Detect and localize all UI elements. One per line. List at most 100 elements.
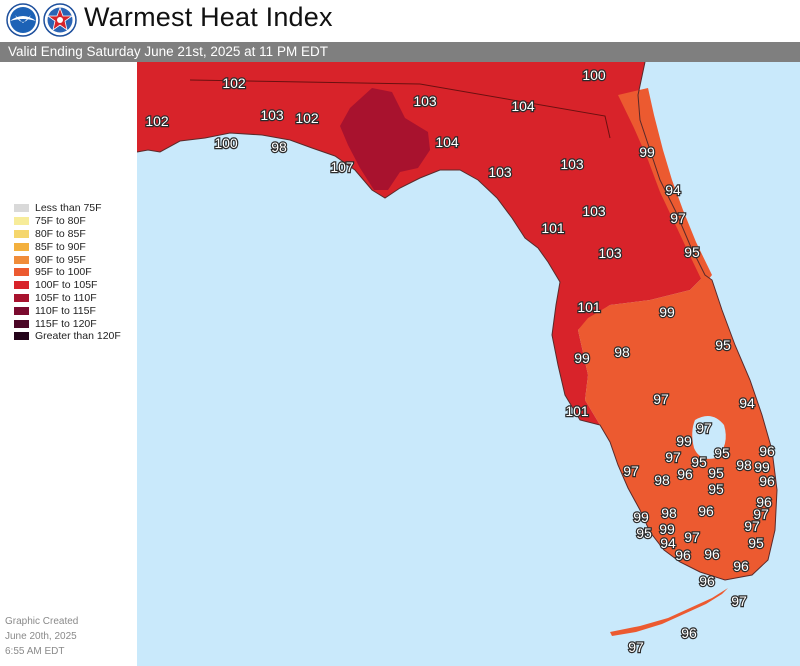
legend-swatch xyxy=(14,217,29,226)
legend-sidebar: Less than 75F 75F to 80F 80F to 85F 85F to … xyxy=(0,62,137,666)
legend-label: 100F to 105F xyxy=(35,279,98,292)
heat-index-value: 94 xyxy=(660,535,676,551)
heat-index-value: 99 xyxy=(574,350,590,366)
legend-swatch xyxy=(14,242,29,251)
heat-index-value: 96 xyxy=(698,503,714,519)
heat-index-value: 102 xyxy=(222,75,246,91)
heat-index-value: 96 xyxy=(733,558,749,574)
legend-swatch xyxy=(14,255,29,264)
heat-index-value: 97 xyxy=(696,420,712,436)
heat-index-value: 95 xyxy=(708,481,724,497)
heat-index-value: 97 xyxy=(665,449,681,465)
heat-index-value: 98 xyxy=(654,472,670,488)
heat-index-value: 98 xyxy=(661,505,677,521)
heat-index-value: 102 xyxy=(295,110,319,126)
heat-index-value: 98 xyxy=(614,344,630,360)
heat-index-value: 103 xyxy=(598,245,622,261)
nws-logo xyxy=(43,3,77,37)
legend-item: 100F to 105F xyxy=(14,279,121,292)
heat-index-value: 103 xyxy=(582,203,606,219)
state-border xyxy=(189,79,611,139)
coastline xyxy=(137,62,778,581)
heat-index-value: 107 xyxy=(330,159,354,175)
legend-swatch xyxy=(14,281,29,290)
heat-index-value: 95 xyxy=(748,535,764,551)
legend-item: 80F to 85F xyxy=(14,228,121,241)
heat-index-map: 100 102 103 104 102 103 102 100 98 104 107 103 103 99… xyxy=(137,62,800,666)
created-line-2: June 20th, 2025 xyxy=(5,631,77,642)
legend-label: 115F to 120F xyxy=(35,317,97,330)
legend-swatch xyxy=(14,268,29,277)
heat-index-value: 99 xyxy=(633,509,649,525)
heat-index-value: 95 xyxy=(715,337,731,353)
legend-swatch xyxy=(14,293,29,302)
region-95-100 xyxy=(578,275,777,580)
created-info: Graphic Created June 20th, 2025 6:55 AM … xyxy=(5,614,78,659)
heat-index-value: 101 xyxy=(577,299,601,315)
heat-index-value: 97 xyxy=(731,593,747,609)
heat-index-value: 97 xyxy=(653,391,669,407)
heat-index-value: 96 xyxy=(756,494,772,510)
heat-index-value: 96 xyxy=(675,547,691,563)
heat-index-value: 98 xyxy=(271,139,287,155)
legend-item: 75F to 80F xyxy=(14,215,121,228)
created-line-1: Graphic Created xyxy=(5,616,79,627)
legend-label: 80F to 85F xyxy=(35,227,86,240)
legend-swatch xyxy=(14,319,29,328)
legend-item: 115F to 120F xyxy=(14,317,121,330)
legend-item: 110F to 115F xyxy=(14,304,121,317)
heat-index-value: 95 xyxy=(714,445,730,461)
region-100-105 xyxy=(137,62,705,425)
legend-label: 75F to 80F xyxy=(35,215,86,228)
heat-index-value: 95 xyxy=(691,454,707,470)
heat-index-value: 95 xyxy=(636,525,652,541)
legend-item: 105F to 110F xyxy=(14,292,121,305)
heat-index-value: 97 xyxy=(623,463,639,479)
florida-keys xyxy=(610,588,728,636)
legend-label: 95F to 100F xyxy=(35,266,92,279)
legend-swatch xyxy=(14,204,29,213)
heat-index-value: 97 xyxy=(628,639,644,655)
legend-item: 90F to 95F xyxy=(14,253,121,266)
legend-label: 85F to 90F xyxy=(35,240,86,253)
heat-index-value: 99 xyxy=(639,144,655,160)
created-line-3: 6:55 AM EDT xyxy=(5,646,65,657)
page-title: Warmest Heat Index xyxy=(84,2,333,32)
legend-item: Greater than 120F xyxy=(14,330,121,343)
heat-index-value: 97 xyxy=(744,518,760,534)
heat-index-value: 101 xyxy=(541,220,565,236)
heat-index-value: 104 xyxy=(435,134,459,150)
heat-index-value: 98 xyxy=(736,457,752,473)
legend-swatch xyxy=(14,332,29,341)
lake-okeechobee xyxy=(692,416,726,459)
heat-index-value: 99 xyxy=(659,521,675,537)
heat-index-value: 96 xyxy=(759,443,775,459)
heat-index-value: 99 xyxy=(754,459,770,475)
heat-index-value: 103 xyxy=(560,156,584,172)
heat-index-labels: 100 102 103 104 102 103 102 100 98 104 107 103 103 99… xyxy=(144,66,776,656)
heat-index-value: 95 xyxy=(684,244,700,260)
region-95-100-northeast xyxy=(618,88,712,285)
heat-index-value: 96 xyxy=(759,473,775,489)
heat-index-value: 94 xyxy=(739,395,755,411)
heat-index-value: 103 xyxy=(488,164,512,180)
legend-label: 110F to 115F xyxy=(35,304,96,317)
heat-index-value: 102 xyxy=(145,113,169,129)
heat-index-value: 100 xyxy=(214,135,238,151)
legend-label: 105F to 110F xyxy=(35,291,97,304)
valid-time-bar: Valid Ending Saturday June 21st, 2025 at… xyxy=(0,42,800,62)
heat-index-value: 96 xyxy=(681,625,697,641)
heat-index-value: 97 xyxy=(670,210,686,226)
legend: Less than 75F 75F to 80F 80F to 85F 85F to … xyxy=(14,202,121,343)
heat-index-value: 97 xyxy=(684,529,700,545)
legend-label: Greater than 120F xyxy=(35,330,121,343)
heat-index-value: 104 xyxy=(511,98,535,114)
heat-index-value: 96 xyxy=(704,546,720,562)
heat-index-value: 99 xyxy=(659,304,675,320)
heat-index-value: 103 xyxy=(413,93,437,109)
heat-index-value: 96 xyxy=(699,573,715,589)
legend-swatch xyxy=(14,229,29,238)
heat-index-value: 95 xyxy=(708,465,724,481)
header: Warmest Heat Index xyxy=(0,0,800,42)
legend-item: Less than 75F xyxy=(14,202,121,215)
